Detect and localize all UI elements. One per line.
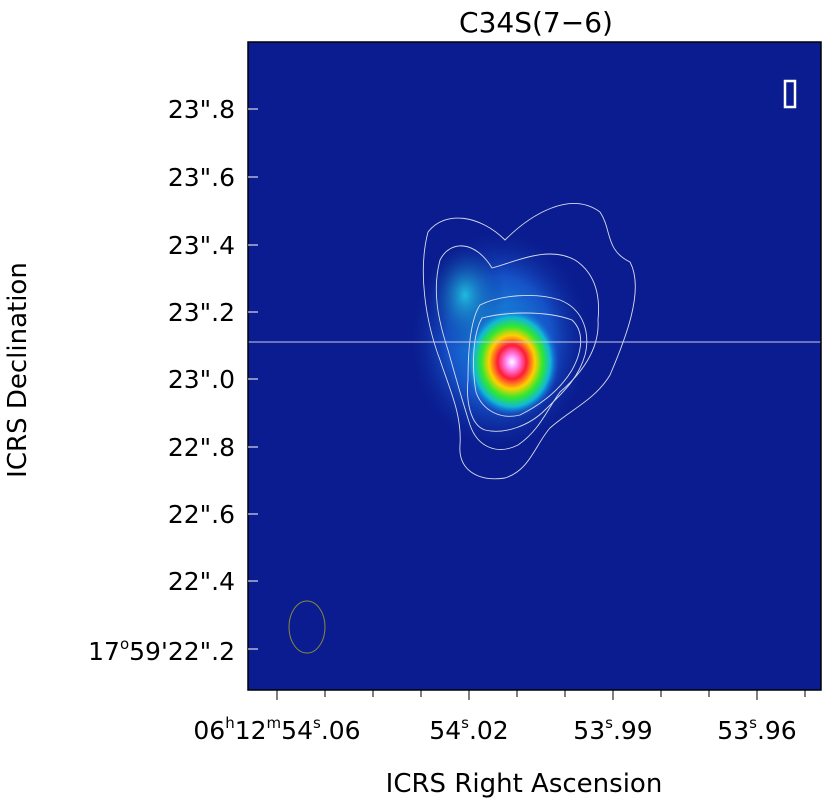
x-tick-label: 54s.02 (429, 714, 508, 745)
emission-core (464, 306, 560, 418)
y-tick-label: 22".8 (168, 433, 235, 462)
beam-ellipse (288, 600, 326, 654)
y-tick-label: 22".4 (168, 567, 235, 596)
map-title: C34S(7−6) (459, 6, 613, 39)
x-axis-ticks (276, 690, 806, 700)
plot-frame (247, 41, 822, 691)
contour-level-2 (435, 245, 600, 450)
y-tick-label: 23".0 (168, 365, 235, 394)
contour-lines (422, 203, 636, 480)
x-tick-label: 53s.96 (717, 714, 796, 745)
x-tick-label: 53s.99 (573, 714, 652, 745)
y-tick-labels: 23".8 23".6 23".4 23".2 23".0 22".8 22".… (88, 95, 235, 666)
y-tick-label: 22".6 (168, 500, 235, 529)
y-tick-label: 23".2 (168, 298, 235, 327)
y-axis-label: ICRS Declination (3, 262, 33, 478)
x-axis-label: ICRS Right Ascension (386, 769, 663, 799)
scale-marker (783, 79, 797, 109)
contour-level-4 (473, 312, 582, 417)
intensity-map-plot (248, 42, 821, 690)
y-axis-ticks (248, 108, 258, 650)
y-tick-label: 23".4 (168, 231, 235, 260)
y-tick-label-origin: 17o59'22".2 (88, 635, 235, 666)
contour-level-3 (467, 294, 588, 432)
contour-level-1 (422, 203, 636, 480)
y-tick-label: 23".6 (168, 163, 235, 192)
x-tick-label-origin: 06h12m54s.06 (193, 714, 360, 745)
y-tick-label: 23".8 (168, 95, 235, 124)
x-tick-labels: 06h12m54s.06 54s.02 53s.99 53s.96 (193, 714, 796, 745)
